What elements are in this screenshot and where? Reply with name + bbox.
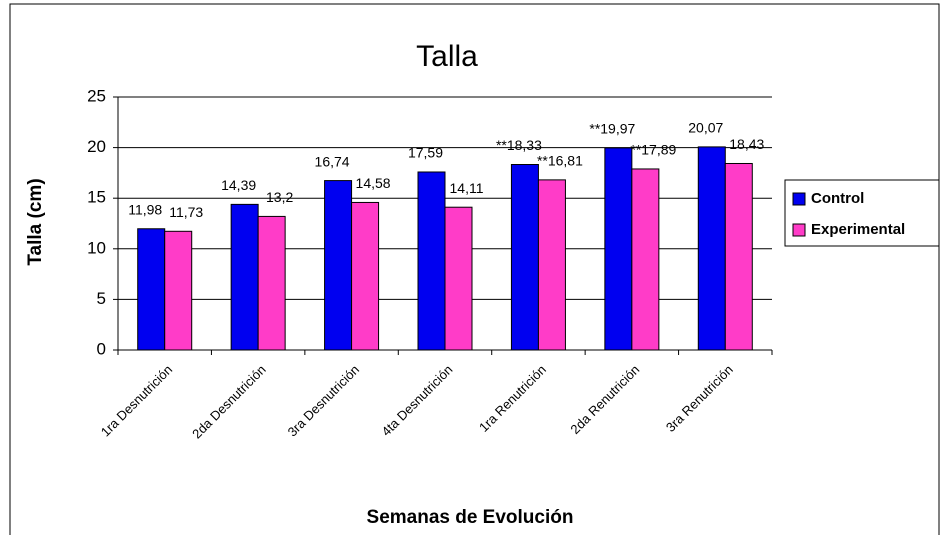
y-tick-label: 20 (87, 137, 106, 156)
y-tick-label: 5 (97, 289, 106, 308)
legend-label: Control (811, 190, 864, 207)
value-label: **18,33 (496, 137, 542, 153)
legend-swatch (792, 223, 806, 237)
y-tick-label: 0 (97, 339, 106, 358)
x-axis-label: Semanas de Evolución (367, 507, 574, 528)
value-label: **16,81 (537, 153, 583, 169)
value-label: 14,58 (356, 175, 391, 191)
value-label: 11,98 (128, 201, 162, 217)
value-label: **19,97 (589, 121, 635, 137)
bar (631, 168, 660, 351)
y-tick-label: 25 (87, 86, 106, 105)
chart-title: Talla (416, 40, 478, 73)
value-label: 14,11 (450, 180, 484, 196)
value-label: 16,74 (315, 153, 350, 169)
bar (257, 215, 286, 351)
bar (164, 230, 193, 351)
bar (137, 228, 166, 351)
bar (724, 162, 753, 351)
y-tick-label: 10 (87, 238, 106, 257)
bar (510, 164, 539, 351)
bar (324, 180, 353, 351)
value-label: 14,39 (221, 177, 256, 193)
value-label: 11,73 (169, 204, 203, 220)
y-tick-label: 15 (87, 188, 106, 207)
legend-swatch (792, 192, 806, 206)
bar (351, 201, 380, 351)
value-label: 17,59 (408, 145, 443, 161)
bar (417, 171, 446, 351)
bar (230, 203, 259, 351)
bar (537, 179, 566, 351)
legend-label: Experimental (811, 221, 905, 238)
y-axis-label: Talla (cm) (25, 178, 46, 265)
value-label: **17,89 (630, 142, 676, 158)
bar (444, 206, 473, 351)
bar (604, 147, 633, 351)
value-label: 13,2 (266, 189, 293, 205)
bar (697, 146, 726, 351)
value-label: 20,07 (688, 120, 723, 136)
value-label: 18,43 (729, 136, 764, 152)
legend-box (784, 179, 940, 247)
